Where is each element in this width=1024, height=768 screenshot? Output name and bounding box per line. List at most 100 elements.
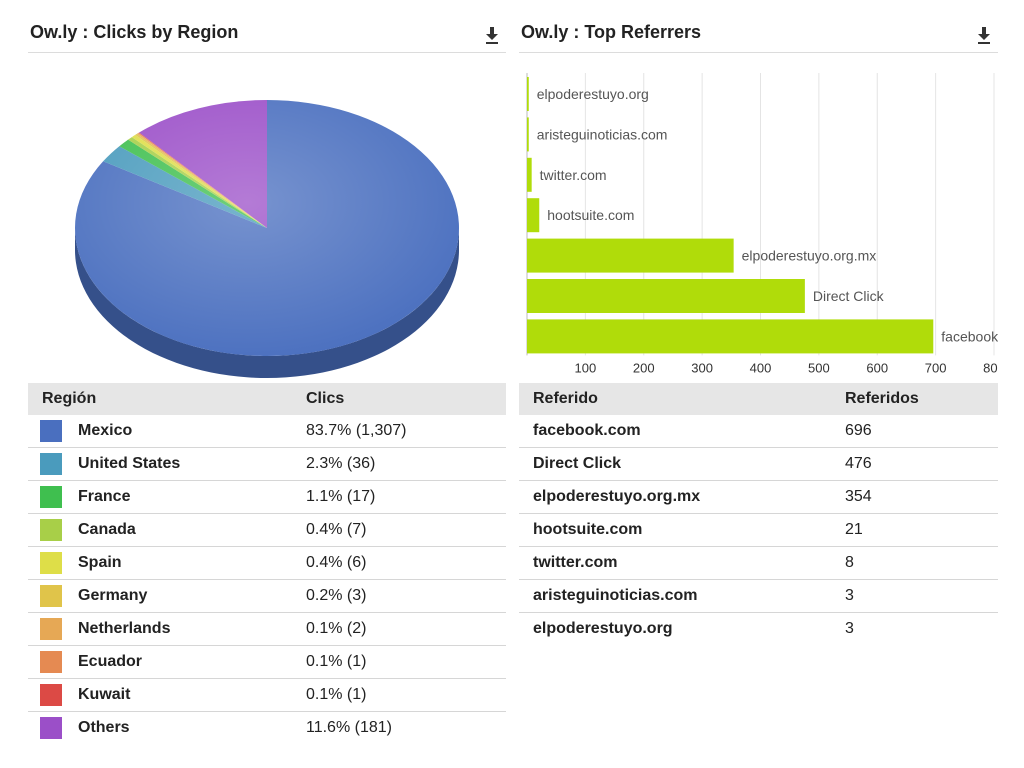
table-row: Netherlands 0.1% (2) [28, 612, 506, 646]
color-swatch [40, 552, 62, 574]
region-cell: Kuwait [28, 678, 306, 712]
referrer-count: 8 [845, 546, 998, 580]
region-cell: Spain [28, 546, 306, 580]
color-swatch [40, 585, 62, 607]
table-row: Mexico 83.7% (1,307) [28, 415, 506, 448]
panel-title: Ow.ly : Top Referrers [521, 22, 702, 42]
region-clicks: 0.1% (2) [306, 612, 506, 646]
color-swatch [40, 618, 62, 640]
download-icon[interactable] [976, 24, 992, 46]
region-clicks: 0.1% (1) [306, 678, 506, 712]
bar-label: Direct Click [813, 288, 885, 304]
referrer-name: aristeguinoticias.com [519, 579, 845, 613]
referrer-count: 3 [845, 579, 998, 613]
bar-elpoderestuyo-org[interactable] [527, 77, 529, 111]
x-tick-label: 600 [866, 360, 888, 375]
region-name: Germany [78, 587, 148, 604]
bar-elpoderestuyo-org-mx[interactable] [527, 238, 734, 273]
region-name: Spain [78, 554, 122, 571]
region-name: United States [78, 455, 181, 472]
bar-twitter-com[interactable] [527, 157, 532, 192]
table-row: Kuwait 0.1% (1) [28, 678, 506, 712]
table-header-row: Región Clics [28, 383, 506, 415]
color-swatch [40, 420, 62, 442]
referrer-name: elpoderestuyo.org.mx [519, 480, 845, 514]
x-tick-label: 200 [633, 360, 655, 375]
referrer-count: 476 [845, 447, 998, 481]
x-tick-label: 300 [691, 360, 713, 375]
region-clicks: 0.4% (7) [306, 513, 506, 547]
table-row: elpoderestuyo.org 3 [519, 613, 998, 646]
table-header-row: Referido Referidos [519, 383, 998, 415]
region-cell: Netherlands [28, 612, 306, 646]
referrer-count: 354 [845, 480, 998, 514]
region-name: France [78, 488, 131, 505]
panel-header: Ow.ly : Clicks by Region [28, 18, 506, 53]
referrer-name: elpoderestuyo.org [533, 620, 673, 637]
region-cell: United States [28, 447, 306, 481]
x-tick-label: 100 [575, 360, 597, 375]
pie-chart-svg [75, 100, 460, 378]
region-name: Others [78, 719, 130, 736]
color-swatch [40, 453, 62, 475]
panel-header: Ow.ly : Top Referrers [519, 18, 998, 53]
region-clicks: 0.4% (6) [306, 546, 506, 580]
region-clicks: 0.1% (1) [306, 645, 506, 679]
color-swatch [40, 486, 62, 508]
clicks-by-region-panel: Ow.ly : Clicks by Region Región Clics [28, 18, 506, 744]
region-clicks: 83.7% (1,307) [306, 415, 506, 448]
referrer-name: facebook.com [519, 415, 845, 448]
region-table: Región Clics Mexico 83.7% (1,307) United S… [28, 383, 506, 744]
region-name: Netherlands [78, 620, 171, 637]
table-row: elpoderestuyo.org.mx 354 [519, 480, 998, 514]
download-icon[interactable] [484, 24, 500, 46]
bar-chart: 100 200 300 400 500 600 700 800 elpoderestuyo.or… [519, 53, 998, 383]
referrer-column-header: Referido [533, 390, 598, 407]
table-row: hootsuite.com 21 [519, 513, 998, 547]
bar-label: twitter.com [540, 167, 607, 183]
bar-label: elpoderestuyo.org.mx [742, 248, 877, 264]
referrer-name: hootsuite.com [519, 513, 845, 547]
region-cell: Mexico [28, 415, 306, 448]
table-row: aristeguinoticias.com 3 [519, 579, 998, 613]
referrer-name: Direct Click [519, 447, 845, 481]
bar-label: hootsuite.com [547, 207, 634, 223]
table-row: Direct Click 476 [519, 447, 998, 481]
pie-chart [28, 53, 506, 383]
table-row: twitter.com 8 [519, 546, 998, 580]
region-cell: Ecuador [28, 645, 306, 679]
referrer-name: twitter.com [519, 546, 845, 580]
table-row: Others 11.6% (181) [28, 712, 506, 745]
region-clicks: 0.2% (3) [306, 579, 506, 613]
region-name: Ecuador [78, 653, 143, 670]
region-cell: Others [28, 712, 306, 745]
bar-chart-svg: 100 200 300 400 500 600 700 800 elpoderestuyo.or… [526, 73, 998, 375]
table-row: France 1.1% (17) [28, 480, 506, 514]
color-swatch [40, 684, 62, 706]
bar-label: aristeguinoticias.com [537, 126, 668, 142]
region-name: Kuwait [78, 686, 131, 703]
bar-aristeguinoticias-com[interactable] [527, 117, 529, 152]
bar-label: elpoderestuyo.org [537, 86, 649, 102]
region-clicks: 2.3% (36) [306, 447, 506, 481]
table-row: Spain 0.4% (6) [28, 546, 506, 580]
panel-title: Ow.ly : Clicks by Region [30, 22, 239, 42]
bar-facebook-com[interactable] [527, 319, 934, 354]
bar-label: facebook.com [941, 328, 998, 344]
region-name: Canada [78, 521, 136, 538]
referrer-table: Referido Referidos facebook.com 696 Direct… [519, 383, 998, 645]
x-tick-label: 800 [983, 360, 998, 375]
bar-hootsuite-com[interactable] [527, 198, 540, 233]
table-row: Germany 0.2% (3) [28, 579, 506, 613]
color-swatch [40, 519, 62, 541]
region-cell: France [28, 480, 306, 514]
referrer-count: 696 [845, 415, 998, 448]
table-row: Canada 0.4% (7) [28, 513, 506, 547]
x-tick-label: 500 [808, 360, 830, 375]
table-row: Ecuador 0.1% (1) [28, 645, 506, 679]
color-swatch [40, 651, 62, 673]
bar-direct-click[interactable] [527, 279, 805, 313]
region-column-header: Región [42, 390, 97, 407]
color-swatch [40, 717, 62, 739]
region-clicks: 11.6% (181) [306, 719, 392, 736]
